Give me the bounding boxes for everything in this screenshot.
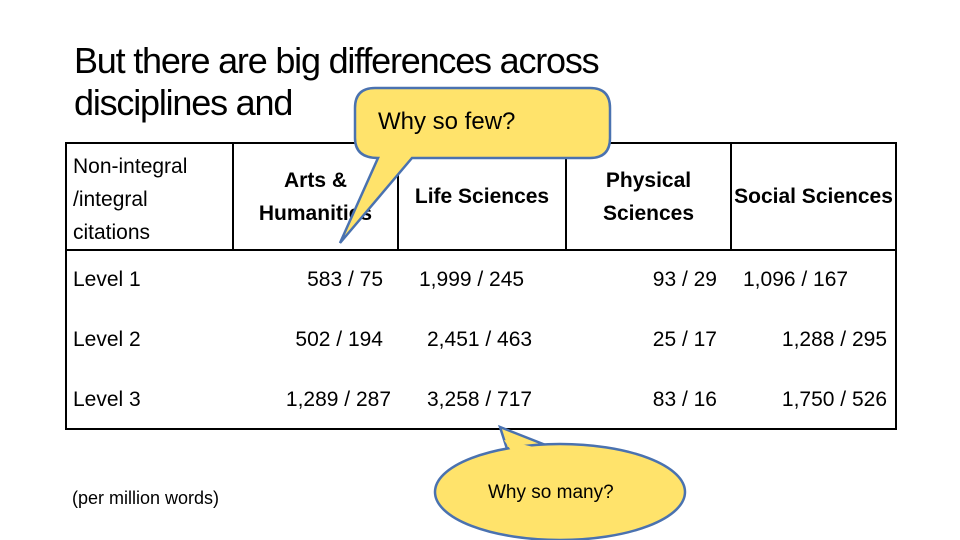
cell-border [67, 249, 895, 251]
title-line: disciplines and [74, 82, 293, 123]
cell: 1,288 / 295 [781, 328, 887, 351]
cell: 1,750 / 526 [781, 388, 887, 411]
callout-bubble [433, 442, 687, 540]
callout-text: Why so many? [488, 482, 614, 503]
cell: 93 / 29 [652, 268, 717, 291]
cell: 2,451 / 463 [427, 328, 533, 351]
cell: 1,096 / 167 [743, 268, 849, 291]
cell: 25 / 17 [652, 328, 717, 351]
header-cell: Social Sciences [734, 185, 893, 208]
header-cell: Arts & Humanities [258, 168, 373, 225]
cell-border [397, 144, 399, 249]
cell: 583 / 75 [307, 268, 383, 291]
cell-border [730, 144, 732, 249]
note: (per million words) [72, 488, 220, 508]
cell: 1,289 / 287 [285, 388, 391, 411]
callout-join [504, 440, 542, 452]
header-cell: Non-integral /integral citations [73, 155, 188, 244]
table: Non-integral /integral citations Arts & … [65, 142, 897, 430]
cell-border [232, 144, 234, 249]
row-label: Level 3 [73, 388, 141, 411]
cell: 83 / 16 [652, 388, 717, 411]
callout-text: Why so few? [378, 108, 516, 135]
cell: 502 / 194 [295, 328, 383, 351]
header-cell: Physical Sciences [602, 168, 695, 225]
header-cell: Life Sciences [414, 185, 550, 208]
cell-border [565, 144, 567, 249]
row-label: Level 1 [73, 268, 141, 291]
cell: 3,258 / 717 [427, 388, 533, 411]
cell: 1,999 / 245 [419, 268, 525, 291]
title-line: But there are big differences across [74, 40, 600, 81]
callout-bubble [338, 86, 612, 244]
row-label: Level 2 [73, 328, 141, 351]
